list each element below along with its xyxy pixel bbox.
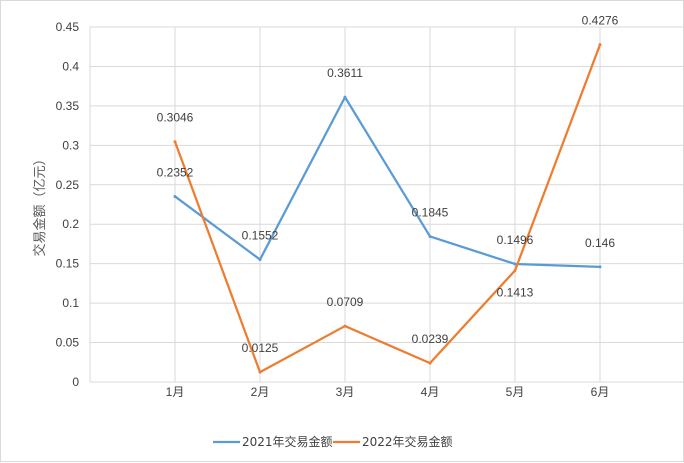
y-tick-label: 0.4 [62,59,79,73]
legend: 2021年交易金额 2022年交易金额 [213,434,453,449]
data-label: 0.1845 [412,205,449,219]
y-tick-label: 0.35 [56,99,80,113]
x-tick-label: 1月 [166,385,185,399]
data-label: 0.1552 [242,229,279,243]
y-tick-label: 0.2 [62,217,79,231]
data-point [173,194,177,198]
data-label: 0.1496 [497,233,534,247]
data-label: 0.3046 [157,111,194,125]
x-axis-ticks: 1月 2月 3月 4月 5月 6月 [166,385,610,399]
data-label: 0.2352 [157,165,194,179]
data-point [513,269,517,273]
y-tick-label: 0.25 [56,178,80,192]
data-label: 0.3611 [327,66,363,80]
legend-entry: 2021年交易金额 [242,434,333,449]
y-axis-ticks: 0 0.05 0.1 0.15 0.2 0.25 0.3 0.35 0.4 0.45 [56,20,80,389]
data-label: 0.0239 [412,332,449,346]
legend-entry: 2022年交易金额 [362,434,453,449]
data-point [513,262,517,266]
x-tick-label: 6月 [591,385,610,399]
x-tick-label: 4月 [421,385,440,399]
data-label: 0.4276 [582,14,619,28]
data-label: 0.0709 [327,295,364,309]
data-label: 0.0125 [242,341,279,355]
y-tick-label: 0.15 [56,257,80,271]
x-tick-label: 2月 [251,385,270,399]
data-point [598,43,602,47]
y-tick-label: 0 [72,375,79,389]
data-point [343,95,347,99]
data-point [598,265,602,269]
data-point [343,324,347,328]
grid-lines [89,26,684,383]
data-label: 0.146 [585,236,615,250]
data-point [428,361,432,365]
series-line-2 [173,43,602,374]
data-labels: 0.2352 0.1552 0.3611 0.1845 0.1496 0.146 0.304… [157,14,619,355]
data-point [258,258,262,262]
y-axis-label: 交易金额（亿元） [32,152,48,256]
data-point [258,370,262,374]
data-point [173,140,177,144]
x-tick-label: 5月 [506,385,525,399]
data-label: 0.1413 [497,286,534,300]
y-tick-label: 0.45 [56,20,80,34]
y-tick-label: 0.3 [62,138,79,152]
y-tick-label: 0.05 [56,336,80,350]
x-tick-label: 3月 [336,385,355,399]
series-line-1 [173,96,602,268]
data-point [428,234,432,238]
series-lines [173,43,602,374]
y-tick-label: 0.1 [62,296,79,310]
